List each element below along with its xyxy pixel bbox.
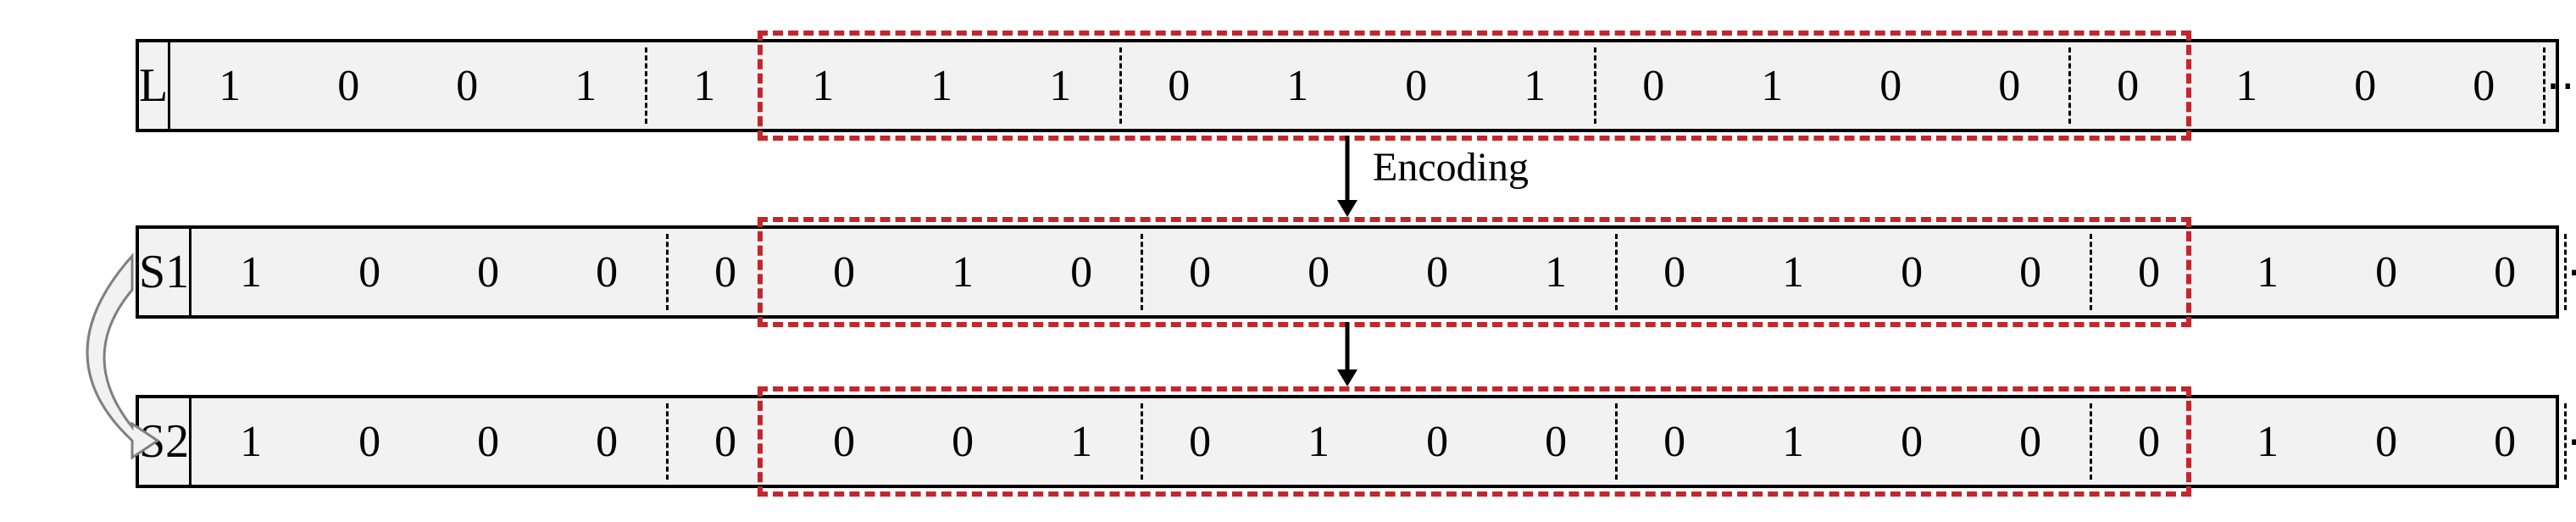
- arrows-layer: [0, 0, 2576, 522]
- arrow-down-2: [1337, 322, 1357, 386]
- encoding-diagram: L10011111010101000100⋯S11000001000010100…: [0, 0, 2576, 522]
- arrow-encoding-down-1: [1337, 136, 1357, 217]
- curved-arrow-S1-to-S2: [87, 256, 158, 458]
